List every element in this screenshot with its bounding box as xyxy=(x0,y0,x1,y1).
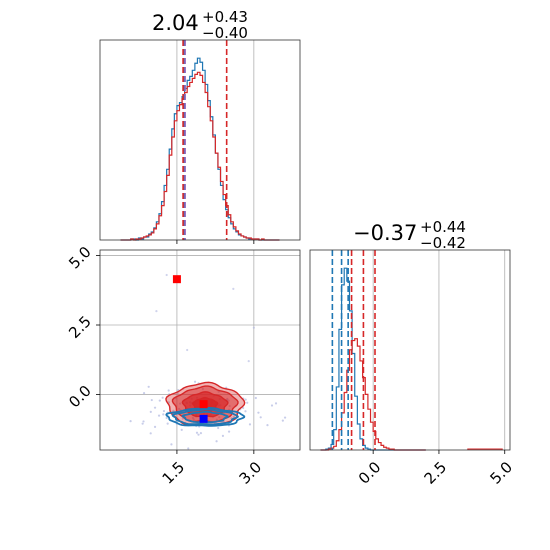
joint-sample-point xyxy=(141,422,144,425)
joint-sample-point xyxy=(162,409,166,413)
param-2-title-plus: +0.44 xyxy=(420,218,466,236)
param-1-histogram-series-1 xyxy=(120,71,280,241)
joint-sample-point xyxy=(150,398,153,402)
joint-sample-point xyxy=(242,406,245,410)
joint-sample-point xyxy=(172,409,175,412)
joint-sample-point xyxy=(187,447,190,450)
joint-sample-point xyxy=(274,402,278,405)
joint-sample-point xyxy=(232,415,235,418)
param-2-title-minus: −0.42 xyxy=(420,234,466,252)
joint-x-tick-label-1: 3.0 xyxy=(236,458,266,488)
joint-truth-marker-2 xyxy=(199,414,208,423)
param-2-axes-frame xyxy=(309,249,511,451)
param-1-axes-frame xyxy=(99,39,301,241)
joint-sample-point xyxy=(165,416,168,420)
joint-sample-point xyxy=(270,404,274,407)
param-1-histogram-series-0 xyxy=(120,57,280,241)
param-1-title-plus: +0.43 xyxy=(202,8,248,26)
param-1-title-minus: −0.40 xyxy=(202,24,248,42)
joint-y-tick-label-0: 0.0 xyxy=(65,382,95,412)
joint-sample-point xyxy=(153,425,157,429)
joint-truth-marker-0 xyxy=(172,275,181,284)
joint-y-tick-label-2: 5.0 xyxy=(65,243,95,273)
joint-sample-point xyxy=(147,385,150,388)
joint-sample-point xyxy=(153,406,157,409)
joint-sample-point xyxy=(248,423,252,426)
param-1-histogram-panel: 2.04 +0.43 −0.40 xyxy=(99,8,301,244)
joint-sample-point xyxy=(195,431,199,434)
joint-sample-point xyxy=(252,326,255,329)
joint-sample-point xyxy=(149,410,152,413)
joint-sample-point xyxy=(215,440,218,443)
joint-contour-line-1-0 xyxy=(165,406,246,427)
joint-contour-panel: 1.5 3.0 0.0 2.5 5.0 xyxy=(65,243,301,488)
joint-sample-point xyxy=(193,380,197,383)
joint-sample-point xyxy=(227,430,231,433)
joint-sample-point xyxy=(165,273,168,277)
joint-sample-point xyxy=(142,420,145,423)
joint-sample-point xyxy=(158,399,161,402)
joint-y-tick-label-1: 2.5 xyxy=(65,312,95,342)
param-2-x-tick-label-0: 0.0 xyxy=(355,458,385,488)
joint-sample-point xyxy=(221,434,225,437)
param-2-histogram-panel: −0.37 +0.44 −0.42 0.0 2.5 5.0 xyxy=(309,218,516,488)
joint-sample-point xyxy=(129,420,132,423)
joint-sample-point xyxy=(157,414,161,417)
param-1-title-value: 2.04 xyxy=(152,11,199,35)
joint-sample-point xyxy=(217,426,220,430)
joint-axes-frame xyxy=(99,249,301,451)
param-2-x-tick-label-2: 5.0 xyxy=(486,458,516,488)
param-2-x-tick-label-1: 2.5 xyxy=(421,458,451,488)
joint-sample-point xyxy=(259,416,262,419)
joint-sample-point xyxy=(186,348,189,352)
joint-contour-line-1-1 xyxy=(171,408,239,426)
joint-sample-point xyxy=(266,424,269,427)
joint-sample-point xyxy=(244,398,247,401)
joint-contour-line-1-2 xyxy=(181,410,229,424)
param-2-histogram-tail xyxy=(467,448,503,450)
joint-sample-point xyxy=(281,419,284,422)
joint-sample-point xyxy=(232,287,235,290)
joint-sample-point xyxy=(247,360,250,363)
joint-sample-point xyxy=(155,310,158,313)
joint-sample-point xyxy=(244,410,247,413)
joint-sample-point xyxy=(166,422,169,425)
joint-sample-point xyxy=(254,396,257,400)
joint-sample-point xyxy=(246,401,249,404)
joint-truth-marker-1 xyxy=(199,400,208,409)
joint-sample-point xyxy=(257,411,260,414)
joint-sample-point xyxy=(161,396,164,399)
joint-sample-point xyxy=(162,413,165,416)
param-2-title-value: −0.37 xyxy=(353,221,417,245)
joint-sample-point xyxy=(197,433,200,436)
joint-x-tick-label-0: 1.5 xyxy=(159,458,189,488)
joint-sample-point xyxy=(283,416,287,419)
joint-sample-point xyxy=(149,432,152,435)
joint-sample-point xyxy=(199,432,203,435)
joint-sample-point xyxy=(142,391,146,395)
joint-sample-point xyxy=(180,428,183,431)
joint-sample-point xyxy=(170,443,173,446)
joint-sample-point xyxy=(167,389,170,392)
